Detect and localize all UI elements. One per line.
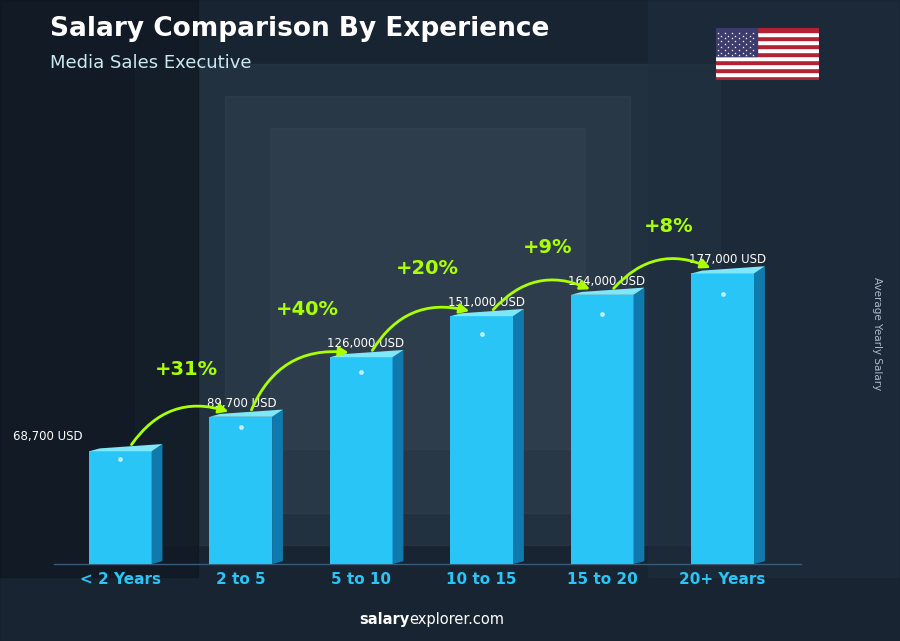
Polygon shape [754,266,765,564]
Polygon shape [691,266,765,274]
Text: explorer.com: explorer.com [410,612,505,627]
Text: +31%: +31% [155,360,218,379]
Bar [270,128,585,449]
Bar [716,52,819,56]
Bar [716,60,819,64]
Polygon shape [151,444,162,564]
Bar [716,36,819,40]
Text: +8%: +8% [644,217,693,236]
Bar [716,28,757,56]
Polygon shape [513,309,524,564]
Polygon shape [89,444,162,451]
Text: 164,000 USD: 164,000 USD [569,274,645,288]
Text: +40%: +40% [275,301,338,319]
Text: 151,000 USD: 151,000 USD [448,296,525,309]
Bar [716,72,819,76]
Text: +9%: +9% [523,238,572,257]
Bar [648,0,900,577]
Text: Salary Comparison By Experience: Salary Comparison By Experience [50,16,549,42]
Polygon shape [450,309,524,316]
Text: 68,700 USD: 68,700 USD [14,429,83,442]
Bar [330,357,392,564]
Bar [89,451,151,564]
Bar [225,96,630,513]
Bar [716,56,819,60]
Bar [716,28,819,31]
Bar [716,31,819,36]
Polygon shape [571,288,644,295]
Bar [716,68,819,72]
Bar [716,40,819,44]
Bar [716,48,819,52]
Polygon shape [272,410,283,564]
Polygon shape [634,288,644,564]
Bar [210,417,272,564]
Text: 89,700 USD: 89,700 USD [207,397,276,410]
Bar [0,0,198,577]
Bar [716,44,819,48]
Bar [716,76,819,80]
Text: 126,000 USD: 126,000 USD [328,337,405,350]
Text: 177,000 USD: 177,000 USD [689,253,766,266]
Bar [691,274,754,564]
Bar [571,295,634,564]
Bar [716,64,819,68]
Polygon shape [210,410,283,417]
Bar [450,316,513,564]
Bar [135,64,720,545]
Polygon shape [330,350,403,357]
Text: Average Yearly Salary: Average Yearly Salary [872,277,883,390]
Text: Media Sales Executive: Media Sales Executive [50,54,251,72]
Text: salary: salary [359,612,410,627]
Polygon shape [392,350,403,564]
Text: +20%: +20% [396,260,459,278]
